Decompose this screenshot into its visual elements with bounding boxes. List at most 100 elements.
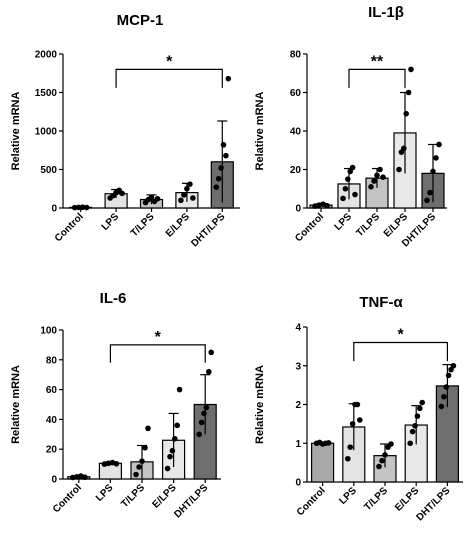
chart-title: IL-6 xyxy=(100,290,127,307)
data-point xyxy=(376,463,382,470)
data-point xyxy=(113,461,120,467)
y-tick-label: 60 xyxy=(290,88,302,99)
y-tick-label: 1 xyxy=(295,439,301,450)
data-point xyxy=(174,422,180,429)
data-point xyxy=(424,197,430,204)
x-tick-label: DHT/LPS xyxy=(414,485,452,523)
data-point xyxy=(196,431,202,438)
y-tick-label: 20 xyxy=(290,165,302,176)
data-point xyxy=(198,419,205,426)
y-tick-label: 40 xyxy=(46,415,58,426)
data-point xyxy=(148,194,155,201)
data-point xyxy=(82,474,88,481)
data-point xyxy=(430,168,436,175)
data-point xyxy=(176,386,183,393)
data-point xyxy=(380,174,386,180)
chart-title: MCP-1 xyxy=(117,12,164,29)
y-axis-label: Relative mRNA xyxy=(10,365,22,444)
x-tick-label: Control xyxy=(295,485,328,518)
significance-label: * xyxy=(166,53,173,70)
y-tick-label: 0 xyxy=(295,478,301,489)
significance-label: * xyxy=(397,327,404,344)
data-point xyxy=(414,413,421,419)
chart-title: TNF-α xyxy=(359,294,403,311)
data-point xyxy=(379,457,385,464)
x-tick-label: E/LPS xyxy=(393,485,421,513)
data-point xyxy=(354,401,361,408)
y-tick-label: 60 xyxy=(46,385,58,396)
x-tick-label: DHT/LPS xyxy=(172,482,210,520)
x-tick-label: T/LPS xyxy=(362,485,390,513)
y-tick-label: 80 xyxy=(46,355,58,366)
data-point xyxy=(201,410,207,417)
significance-bracket xyxy=(348,68,406,88)
data-point xyxy=(408,66,414,73)
data-point xyxy=(412,423,418,429)
data-point xyxy=(433,155,439,161)
data-point xyxy=(184,185,190,192)
y-tick-label: 40 xyxy=(290,127,302,138)
x-tick-label: LPS xyxy=(100,211,122,233)
data-point xyxy=(438,403,445,410)
data-point xyxy=(403,110,410,117)
data-point xyxy=(203,404,210,411)
data-point xyxy=(215,175,222,182)
y-axis-label: Relative mRNA xyxy=(254,365,266,444)
data-point xyxy=(450,362,457,369)
data-point xyxy=(218,165,224,171)
data-point xyxy=(325,440,332,446)
chart-panel-4: TNF-α Relative mRNA 0 1 2 3 4 Control LPS T/LPS E/… xyxy=(254,294,463,523)
data-point xyxy=(178,197,184,204)
y-axis-label: Relative mRNA xyxy=(10,92,22,171)
y-tick-label: 2 xyxy=(295,400,301,411)
data-point xyxy=(419,399,426,406)
data-point xyxy=(368,184,374,190)
data-point xyxy=(139,458,145,464)
data-point xyxy=(347,444,354,450)
significance-bracket xyxy=(115,68,223,88)
data-point xyxy=(345,455,351,462)
data-point xyxy=(223,152,229,159)
x-tick-label: T/LPS xyxy=(119,482,147,510)
bar-control xyxy=(311,442,335,483)
x-tick-label: LPS xyxy=(94,482,116,504)
x-tick-label: DHT/LPS xyxy=(189,211,227,249)
x-tick-label: T/LPS xyxy=(354,211,382,239)
data-point xyxy=(445,372,452,379)
chart-panel-2: IL-1β Relative mRNA 0 20 40 60 80 Control LPS T/L… xyxy=(254,4,447,249)
data-point xyxy=(377,166,383,173)
x-tick-label: Control xyxy=(293,211,326,244)
data-point xyxy=(181,192,187,198)
data-point xyxy=(169,447,176,454)
y-tick-label: 0 xyxy=(51,475,57,486)
data-point xyxy=(349,164,356,171)
data-point xyxy=(427,189,433,196)
y-tick-label: 1000 xyxy=(35,127,58,138)
data-point xyxy=(374,172,380,179)
x-tick-label: LPS xyxy=(333,211,355,233)
x-tick-label: Control xyxy=(51,482,84,515)
data-point xyxy=(396,166,402,173)
x-tick-label: E/LPS xyxy=(151,482,179,510)
data-point xyxy=(208,349,214,356)
x-tick-label: Control xyxy=(53,211,86,244)
y-tick-label: 4 xyxy=(295,323,301,334)
data-point xyxy=(417,405,423,412)
y-tick-label: 20 xyxy=(46,445,58,456)
significance-label: ** xyxy=(371,53,384,70)
data-point xyxy=(164,465,171,472)
data-point xyxy=(401,145,407,152)
data-point xyxy=(190,195,196,201)
data-point xyxy=(340,195,346,202)
y-tick-label: 2000 xyxy=(35,50,58,61)
x-tick-label: T/LPS xyxy=(129,211,157,239)
data-point xyxy=(145,425,151,432)
y-tick-label: 3 xyxy=(295,361,301,372)
y-tick-label: 100 xyxy=(40,326,57,337)
data-point xyxy=(443,384,450,390)
data-point xyxy=(388,441,394,447)
data-point xyxy=(357,417,363,423)
chart-panel-3: IL-6 Relative mRNA 0 20 40 60 80 100 Control LPS T… xyxy=(10,290,221,520)
data-point xyxy=(71,204,78,211)
significance-bracket xyxy=(353,341,448,362)
